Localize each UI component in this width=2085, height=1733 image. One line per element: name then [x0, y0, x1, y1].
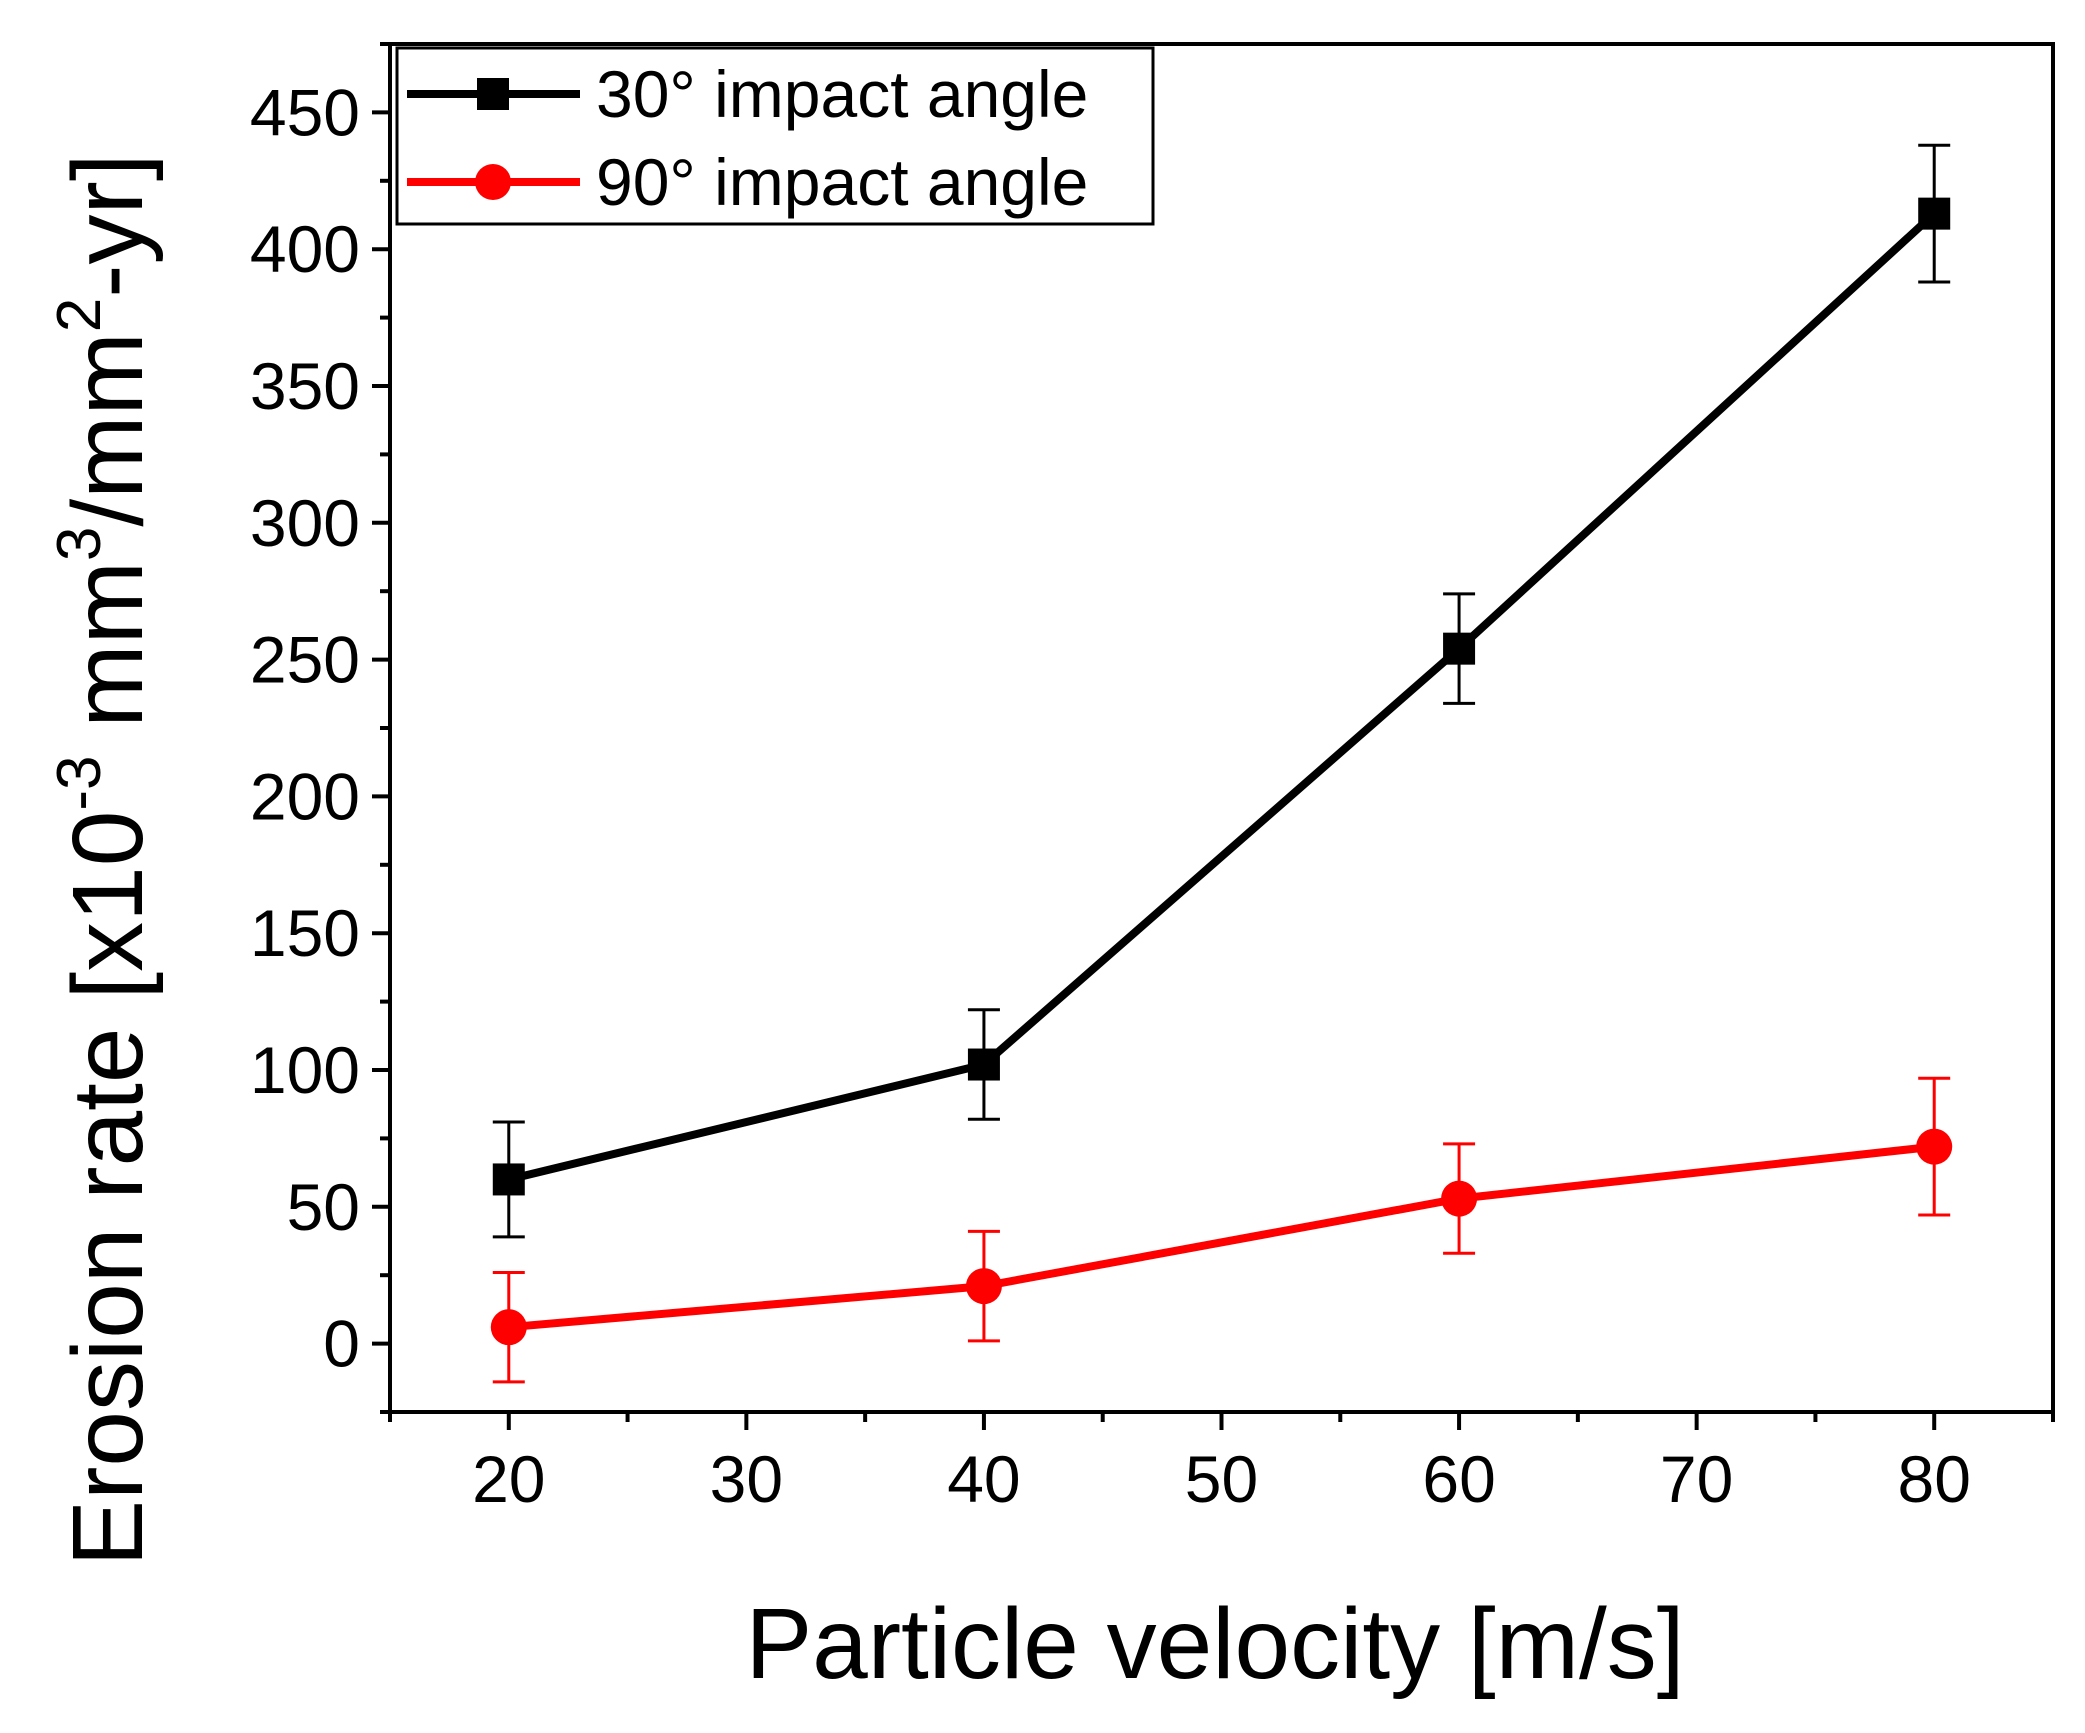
series-2 [490, 1076, 1953, 1384]
legend-box [395, 46, 1155, 226]
x-axis-title: Particle velocity [m/s] [745, 1588, 1684, 1700]
y-tick-label: 400 [250, 212, 360, 286]
series-line [507, 210, 1937, 1184]
x-tick-label: 70 [1660, 1442, 1733, 1516]
data-point [1918, 197, 1951, 230]
y-axis-title-part: /mm [52, 332, 164, 526]
data-point [1441, 1180, 1478, 1217]
legend-marker [477, 78, 509, 110]
y-tick-label: 0 [323, 1307, 360, 1381]
y-axis-title-part: mm [52, 561, 164, 755]
data-point [1916, 1128, 1953, 1165]
x-tick-label: 60 [1422, 1442, 1495, 1516]
x-tick-label: 50 [1185, 1442, 1258, 1516]
y-tick-label: 100 [250, 1033, 360, 1107]
legend-marker [475, 164, 511, 200]
plot-frame [388, 42, 2055, 1414]
legend: 30° impact angle 90° impact angle [395, 46, 1155, 226]
legend-item-2: 90° impact angle [407, 145, 1088, 219]
legend-label: 90° impact angle [596, 145, 1088, 219]
y-axis-title-superscript: -3 [45, 756, 114, 811]
series-1 [492, 143, 1951, 1239]
data-point [1443, 632, 1476, 665]
y-axis-title: Erosion rate [x10-3 mm3/mm2-yr] [45, 153, 164, 1566]
axes-layer: 20 30 40 50 60 70 80 0 50 100 150 200 250 300 350 400 45… [250, 42, 2055, 1516]
y-tick-label: 200 [250, 759, 360, 833]
y-axis-title-part: -yr] [52, 153, 164, 297]
y-tick-label: 300 [250, 486, 360, 560]
series-layer [490, 143, 1953, 1384]
data-point [492, 1163, 525, 1196]
legend-item-1: 30° impact angle [407, 57, 1088, 131]
data-point [490, 1309, 527, 1346]
x-tick-label: 40 [947, 1442, 1020, 1516]
y-tick-label: 250 [250, 623, 360, 697]
y-tick-label: 150 [250, 896, 360, 970]
y-axis-title-superscript: 3 [45, 527, 114, 561]
legend-label: 30° impact angle [596, 57, 1088, 131]
data-point [965, 1268, 1002, 1305]
y-tick-label: 50 [287, 1170, 360, 1244]
series-line [508, 1142, 1935, 1332]
y-tick-label: 350 [250, 349, 360, 423]
y-tick-label: 450 [250, 75, 360, 149]
x-tick-label: 20 [472, 1442, 545, 1516]
x-tick-label: 30 [710, 1442, 783, 1516]
y-axis-title-superscript: 2 [45, 298, 114, 332]
x-tick-label: 80 [1898, 1442, 1971, 1516]
y-axis-title-part: Erosion rate [x10 [52, 811, 164, 1567]
data-point [967, 1048, 1000, 1081]
